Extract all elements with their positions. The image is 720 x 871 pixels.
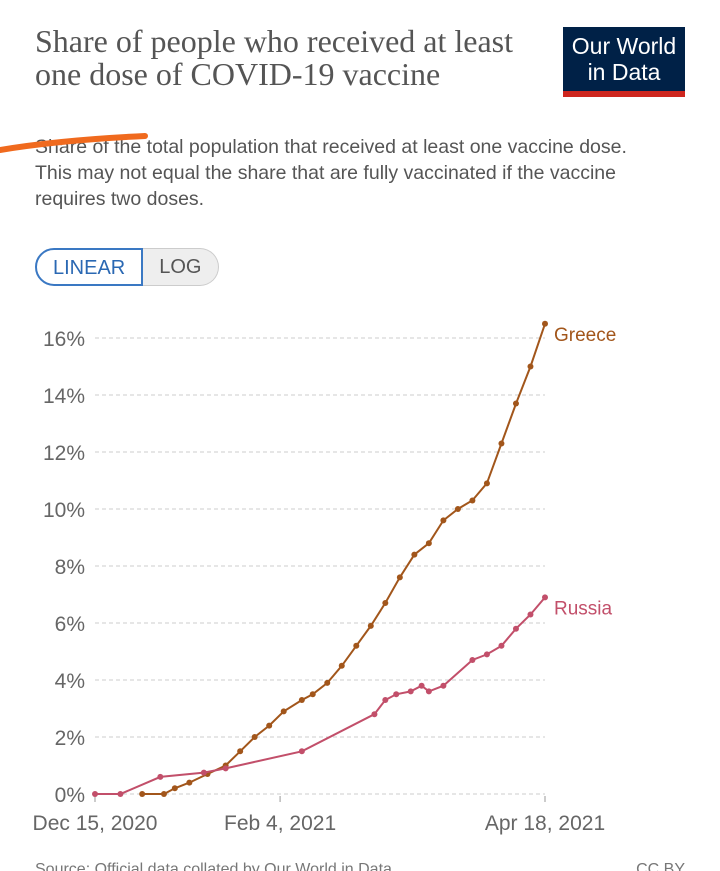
chart-title: Share of people who received at least on… — [35, 23, 514, 92]
data-point — [92, 791, 98, 797]
data-point — [222, 765, 229, 772]
series-label: Greece — [554, 325, 616, 346]
data-point — [382, 600, 389, 607]
data-point — [425, 688, 432, 695]
logo[interactable]: Our World in Data — [563, 27, 685, 97]
y-tick-label: 0% — [55, 784, 85, 807]
data-point — [266, 722, 273, 729]
data-point — [440, 517, 447, 524]
data-point — [469, 497, 476, 504]
data-point — [454, 506, 461, 512]
data-point — [338, 662, 345, 669]
data-point — [425, 540, 432, 547]
data-point — [542, 594, 548, 601]
data-point — [498, 642, 505, 649]
data-point — [527, 363, 534, 370]
data-point — [160, 791, 167, 797]
series-line — [142, 323, 546, 795]
data-point — [396, 574, 403, 581]
series-label: Russia — [554, 598, 613, 619]
data-point — [186, 779, 193, 786]
data-point — [382, 696, 389, 703]
y-tick-label: 10% — [43, 499, 85, 522]
data-point — [367, 622, 374, 629]
data-point — [200, 769, 207, 776]
data-point — [298, 696, 305, 703]
data-point — [309, 691, 316, 698]
data-point — [418, 682, 425, 689]
data-point — [157, 773, 164, 780]
data-point — [527, 611, 534, 618]
x-tick-label: Apr 18, 2021 — [485, 812, 605, 835]
data-point — [469, 657, 476, 664]
data-point — [411, 551, 418, 558]
data-point — [251, 734, 258, 740]
data-point — [139, 791, 146, 797]
log-button[interactable]: LOG — [143, 248, 219, 286]
data-point — [512, 625, 519, 632]
x-tick-label: Dec 15, 2020 — [33, 812, 158, 835]
license: CC BY — [636, 861, 685, 871]
data-point — [440, 682, 447, 689]
y-tick-label: 16% — [43, 328, 85, 351]
data-point — [483, 651, 490, 658]
y-tick-label: 12% — [43, 442, 85, 465]
y-tick-label: 6% — [55, 613, 85, 636]
data-point — [353, 642, 360, 649]
data-point — [407, 688, 414, 695]
data-point — [171, 785, 178, 792]
data-point — [498, 440, 505, 447]
y-tick-label: 8% — [55, 556, 85, 579]
series-line — [95, 596, 546, 795]
data-point — [117, 791, 124, 797]
annotation-scribble — [0, 133, 148, 153]
chart-subtitle: Share of the total population that recei… — [35, 136, 627, 210]
data-point — [393, 691, 400, 698]
source: Source: Official data collated by Our Wo… — [35, 861, 392, 871]
y-tick-label: 4% — [55, 670, 85, 693]
data-point — [324, 679, 331, 686]
y-tick-label: 2% — [55, 727, 85, 750]
data-point — [483, 480, 490, 487]
data-point — [237, 748, 244, 755]
scale-toggle: LINEAR LOG — [35, 248, 219, 286]
y-tick-label: 14% — [43, 385, 85, 408]
x-tick-label: Feb 4, 2021 — [224, 812, 336, 835]
data-point — [371, 711, 378, 718]
data-point — [298, 748, 305, 755]
data-point — [280, 708, 287, 715]
linear-button[interactable]: LINEAR — [35, 248, 144, 286]
data-point — [542, 320, 548, 327]
data-point — [512, 400, 519, 407]
